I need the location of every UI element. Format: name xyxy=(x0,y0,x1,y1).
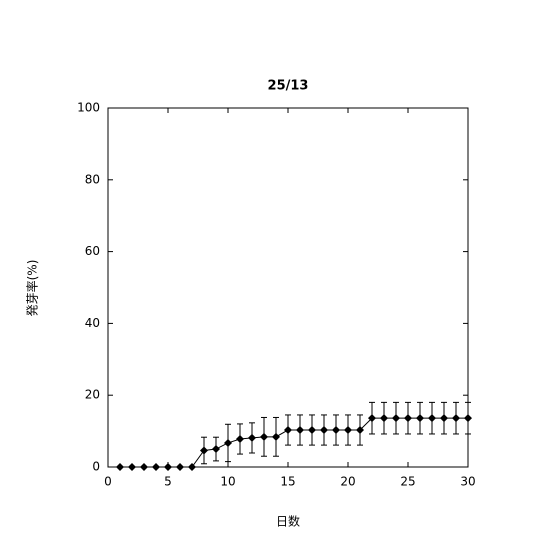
point xyxy=(452,414,460,423)
chart-title: 25/13 xyxy=(268,79,309,94)
point xyxy=(236,434,244,443)
point xyxy=(428,414,436,423)
point xyxy=(440,414,448,423)
point xyxy=(152,463,160,471)
point xyxy=(200,446,208,455)
y-tick-label: 80 xyxy=(85,172,100,186)
x-tick-label: 0 xyxy=(104,475,112,489)
y-tick-label: 40 xyxy=(85,316,100,330)
x-tick-label: 25 xyxy=(400,475,415,489)
point xyxy=(356,426,364,435)
point xyxy=(272,432,280,441)
plot-frame xyxy=(107,107,469,468)
point xyxy=(248,433,256,442)
point xyxy=(392,414,400,423)
x-tick-label: 10 xyxy=(220,475,235,489)
point xyxy=(404,414,412,423)
x-axis-label: 日数 xyxy=(276,514,300,529)
point xyxy=(344,426,352,435)
point xyxy=(128,463,136,471)
point xyxy=(308,426,316,435)
point xyxy=(212,445,220,454)
point xyxy=(116,463,124,471)
point xyxy=(176,463,184,471)
point xyxy=(380,414,388,423)
y-tick-label: 60 xyxy=(85,244,100,258)
point xyxy=(296,426,304,435)
y-axis-label: 発芽率(%) xyxy=(25,260,40,317)
point xyxy=(188,463,196,471)
point xyxy=(140,463,148,471)
x-tick-label: 5 xyxy=(164,475,172,489)
y-tick-label: 100 xyxy=(77,101,100,115)
series-line xyxy=(120,417,468,468)
point xyxy=(164,463,172,471)
point xyxy=(464,414,472,423)
point xyxy=(284,426,292,435)
point xyxy=(260,432,268,441)
y-tick-label: 0 xyxy=(92,460,100,474)
point xyxy=(224,438,232,447)
point xyxy=(416,414,424,423)
x-tick-label: 30 xyxy=(460,475,475,489)
point xyxy=(368,414,376,423)
y-tick-label: 20 xyxy=(85,388,100,402)
x-tick-label: 15 xyxy=(280,475,295,489)
point xyxy=(332,426,340,435)
x-tick-label: 20 xyxy=(340,475,355,489)
point xyxy=(320,426,328,435)
